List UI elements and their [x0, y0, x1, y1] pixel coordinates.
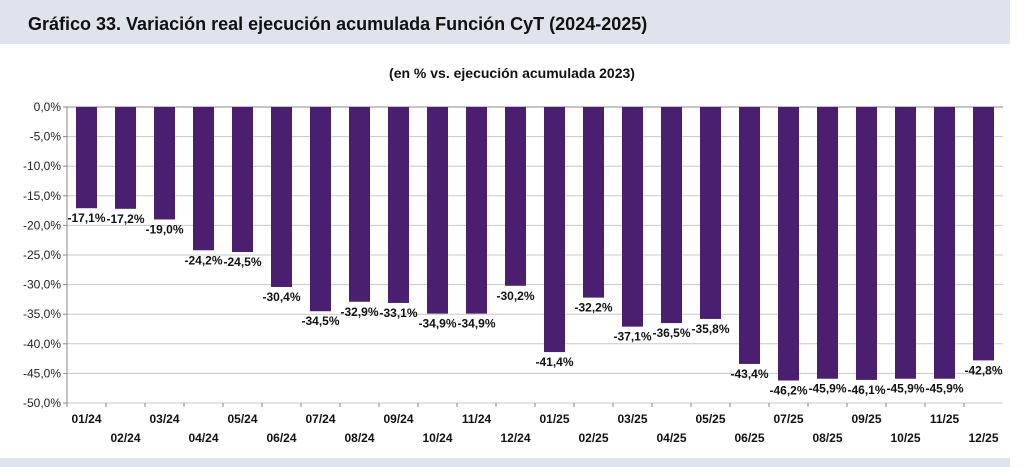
x-tick-label: 08/25	[812, 431, 842, 445]
data-label: -45,9%	[925, 382, 963, 396]
data-label: -45,9%	[886, 382, 924, 396]
data-label: -37,1%	[613, 330, 651, 344]
x-tick-label: 12/24	[500, 431, 530, 445]
data-label: -46,2%	[769, 384, 807, 398]
bar	[934, 107, 955, 379]
bar	[700, 107, 721, 319]
x-tick-label: 07/25	[773, 412, 803, 426]
y-tick-label: -35,0%	[23, 307, 61, 321]
x-tick-label: 01/24	[71, 412, 101, 426]
x-tick-label: 04/24	[188, 431, 218, 445]
x-tick-label: 02/25	[578, 431, 608, 445]
data-label: -30,2%	[496, 289, 534, 303]
bar	[232, 107, 253, 253]
bar	[427, 107, 448, 314]
bar	[115, 107, 136, 209]
bar	[466, 107, 487, 314]
bar	[271, 107, 292, 287]
x-tick-label: 12/25	[968, 431, 998, 445]
bar	[193, 107, 214, 251]
data-label: -19,0%	[145, 222, 183, 236]
x-tick-label: 06/25	[734, 431, 764, 445]
chart-title: Gráfico 33. Variación real ejecución acu…	[28, 14, 648, 34]
bar	[310, 107, 331, 312]
y-tick-label: -5,0%	[30, 130, 62, 144]
y-tick-label: 0,0%	[34, 100, 62, 114]
x-tick-label: 02/24	[110, 431, 140, 445]
data-label: -43,4%	[730, 367, 768, 381]
data-label: -24,2%	[184, 253, 222, 267]
bar	[661, 107, 682, 324]
data-label: -45,9%	[808, 382, 846, 396]
x-tick-label: 06/24	[266, 431, 296, 445]
data-label: -36,5%	[652, 326, 690, 340]
data-label: -46,1%	[847, 383, 885, 397]
bar	[856, 107, 877, 380]
data-label: -32,2%	[574, 301, 612, 315]
x-tick-label: 09/25	[851, 412, 881, 426]
y-tick-label: -50,0%	[23, 396, 61, 410]
data-label: -17,2%	[106, 212, 144, 226]
data-label: -42,8%	[964, 363, 1002, 377]
y-tick-label: -25,0%	[23, 248, 61, 262]
bar	[505, 107, 526, 286]
bar	[895, 107, 916, 379]
y-tick-label: -15,0%	[23, 189, 61, 203]
data-label: -35,8%	[691, 322, 729, 336]
data-label: -30,4%	[262, 290, 300, 304]
x-tick-label: 11/25	[930, 412, 960, 426]
y-tick-label: -45,0%	[23, 366, 61, 380]
data-label: -34,5%	[301, 314, 339, 328]
x-tick-label: 03/24	[149, 412, 179, 426]
y-tick-label: -30,0%	[23, 278, 61, 292]
bar	[817, 107, 838, 379]
x-tick-label: 03/25	[617, 412, 647, 426]
x-tick-label: 11/24	[462, 412, 492, 426]
bar	[778, 107, 799, 381]
data-label: -34,9%	[418, 317, 456, 331]
right-margin	[1010, 0, 1024, 467]
data-label: -32,9%	[340, 305, 378, 319]
bar	[973, 107, 994, 361]
x-tick-label: 01/25	[539, 412, 569, 426]
bar	[349, 107, 370, 302]
x-tick-label: 10/25	[890, 431, 920, 445]
bar-chart: 0,0% -5,0% -10,0% -15,0% -20,0% -25,0% -30,0% -…	[23, 100, 1003, 445]
bar	[622, 107, 643, 327]
bar	[154, 107, 175, 220]
data-label: -41,4%	[535, 355, 573, 369]
data-label: -17,1%	[67, 211, 105, 225]
x-tick-label: 04/25	[656, 431, 686, 445]
x-tick-label: 08/24	[344, 431, 374, 445]
x-tick-label: 07/24	[305, 412, 335, 426]
title-bar: Gráfico 33. Variación real ejecución acu…	[0, 0, 1010, 44]
bar	[76, 107, 97, 209]
bar	[739, 107, 760, 364]
bar	[388, 107, 409, 303]
bottom-bar	[0, 458, 1010, 467]
bar	[583, 107, 604, 298]
data-label: -33,1%	[379, 306, 417, 320]
x-tick-label: 09/24	[383, 412, 413, 426]
bar	[544, 107, 565, 353]
data-label: -24,5%	[223, 255, 261, 269]
x-tick-label: 10/24	[422, 431, 452, 445]
y-tick-label: -20,0%	[23, 218, 61, 232]
y-tick-label: -10,0%	[23, 159, 61, 173]
x-tick-label: 05/24	[227, 412, 257, 426]
data-label: -34,9%	[457, 317, 495, 331]
y-tick-label: -40,0%	[23, 337, 61, 351]
x-tick-label: 05/25	[695, 412, 725, 426]
chart-subtitle: (en % vs. ejecución acumulada 2023)	[389, 65, 635, 81]
